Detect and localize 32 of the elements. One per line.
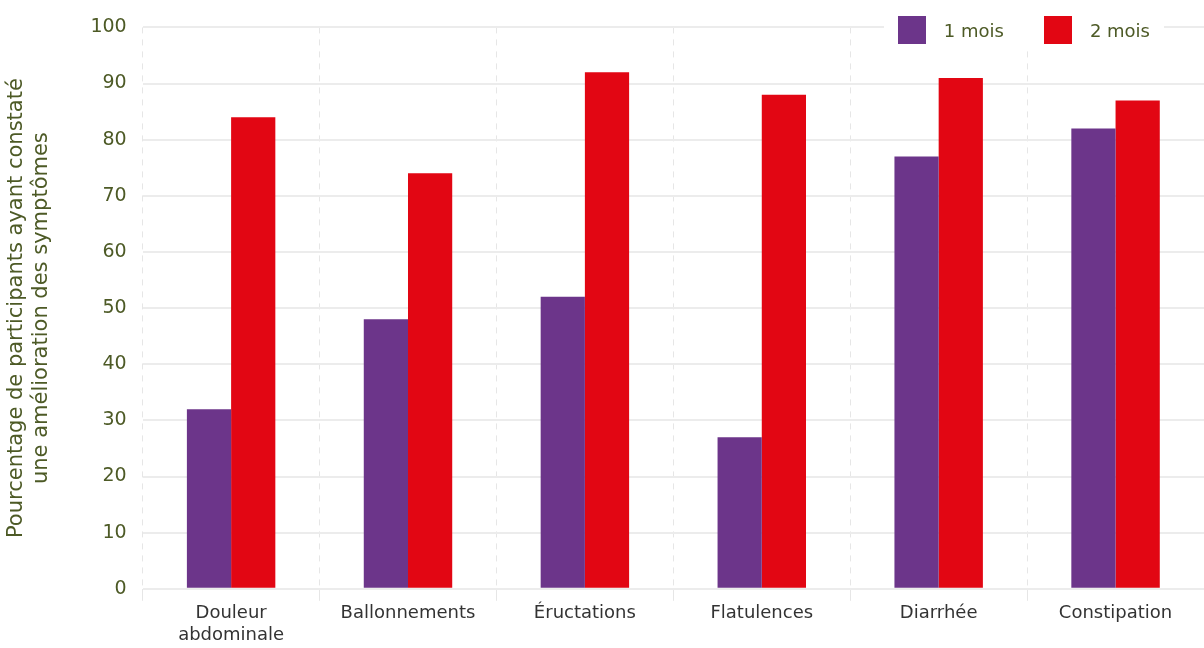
- y-tick-label: 70: [102, 182, 127, 205]
- y-tick-label: 10: [102, 519, 127, 542]
- x-tick-label: Ballonnements: [340, 601, 476, 623]
- bar: [894, 156, 939, 588]
- bar: [363, 319, 408, 588]
- x-tick-label: Diarrhée: [899, 601, 978, 623]
- y-tick-label: 80: [102, 126, 127, 149]
- bar: [761, 94, 806, 588]
- y-tick-label: 0: [114, 575, 127, 598]
- y-tick-label: 100: [90, 14, 127, 37]
- x-tick-label: Constipation: [1058, 601, 1173, 623]
- x-tick-label: Flatulences: [710, 601, 814, 623]
- y-tick-label: 50: [102, 295, 127, 318]
- bar: [938, 77, 983, 588]
- y-axis-title: Pourcentage de participants ayant constaté une amélioration des symptômes: [3, 78, 53, 539]
- bar: [1071, 128, 1116, 588]
- bar: [717, 437, 762, 588]
- y-tick-label: 90: [102, 70, 127, 93]
- y-tick-label: 20: [102, 463, 127, 486]
- y-tick-label: 30: [102, 407, 127, 430]
- bar: [408, 173, 453, 588]
- y-tick-label: 40: [102, 351, 127, 374]
- bar: [231, 117, 276, 588]
- bar: [186, 409, 232, 588]
- bar: [540, 296, 585, 588]
- legend-label: 2 mois: [1089, 19, 1150, 41]
- y-tick-label: 60: [102, 238, 127, 261]
- bar: [584, 72, 630, 588]
- legend-label: 1 mois: [943, 19, 1004, 41]
- bar: [1115, 100, 1160, 588]
- x-tick-label: Éructations: [533, 601, 636, 623]
- x-tick-label: Douleur abdominale: [178, 601, 285, 644]
